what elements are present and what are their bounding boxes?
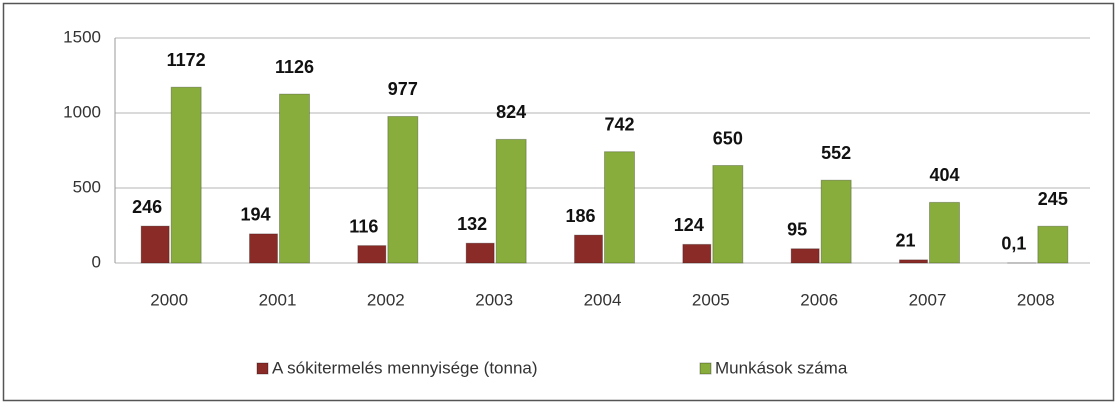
value-label: 95: [787, 220, 807, 240]
bar: [140, 225, 170, 264]
legend-marker: [699, 362, 712, 375]
value-label: 245: [1038, 189, 1068, 209]
value-label: 246: [132, 197, 162, 217]
legend-marker: [256, 362, 269, 375]
bar: [899, 259, 928, 264]
y-tick-label: 1000: [63, 102, 101, 121]
value-label: 1172: [167, 50, 206, 70]
bar: [712, 165, 744, 264]
value-label: 186: [565, 206, 595, 226]
value-label: 552: [821, 143, 851, 163]
bar: [465, 242, 495, 264]
bar: [279, 93, 310, 264]
value-label: 977: [388, 79, 418, 99]
bar: [170, 86, 202, 264]
x-tick-label: 2000: [150, 290, 188, 309]
x-tick-label: 2004: [584, 290, 622, 309]
value-label: 194: [240, 205, 270, 225]
value-label: 21: [895, 231, 915, 251]
y-tick-label: 1500: [63, 27, 101, 46]
x-tick-label: 2008: [1017, 290, 1055, 309]
value-label: 124: [674, 215, 704, 235]
bar: [249, 233, 278, 264]
value-label: 824: [496, 102, 526, 122]
bar: [929, 201, 960, 264]
bar: [604, 151, 635, 264]
x-tick-label: 2006: [800, 290, 838, 309]
y-tick-label: 0: [92, 252, 101, 271]
bar: [387, 115, 419, 264]
x-tick-label: 2002: [367, 290, 405, 309]
bar: [1037, 225, 1069, 264]
x-tick-label: 2007: [909, 290, 947, 309]
legend-label: A sókitermelés mennyisége (tonna): [272, 358, 538, 377]
value-label: 132: [457, 214, 487, 234]
x-tick-label: 2005: [692, 290, 730, 309]
bar: [574, 234, 603, 264]
bar: [790, 248, 820, 264]
x-tick-label: 2003: [475, 290, 513, 309]
x-tick-label: 2001: [259, 290, 297, 309]
bar: [820, 179, 852, 264]
value-label: 742: [604, 114, 634, 134]
legend-label: Munkások száma: [715, 358, 848, 377]
value-label: 0,1: [1001, 234, 1026, 254]
bar: [495, 138, 527, 264]
value-label: 404: [929, 165, 959, 185]
value-label: 650: [713, 128, 743, 148]
bar: [357, 245, 387, 264]
value-label: 1126: [275, 57, 314, 77]
bar: [682, 243, 712, 264]
y-tick-label: 500: [73, 177, 101, 196]
value-label: 116: [349, 216, 378, 236]
